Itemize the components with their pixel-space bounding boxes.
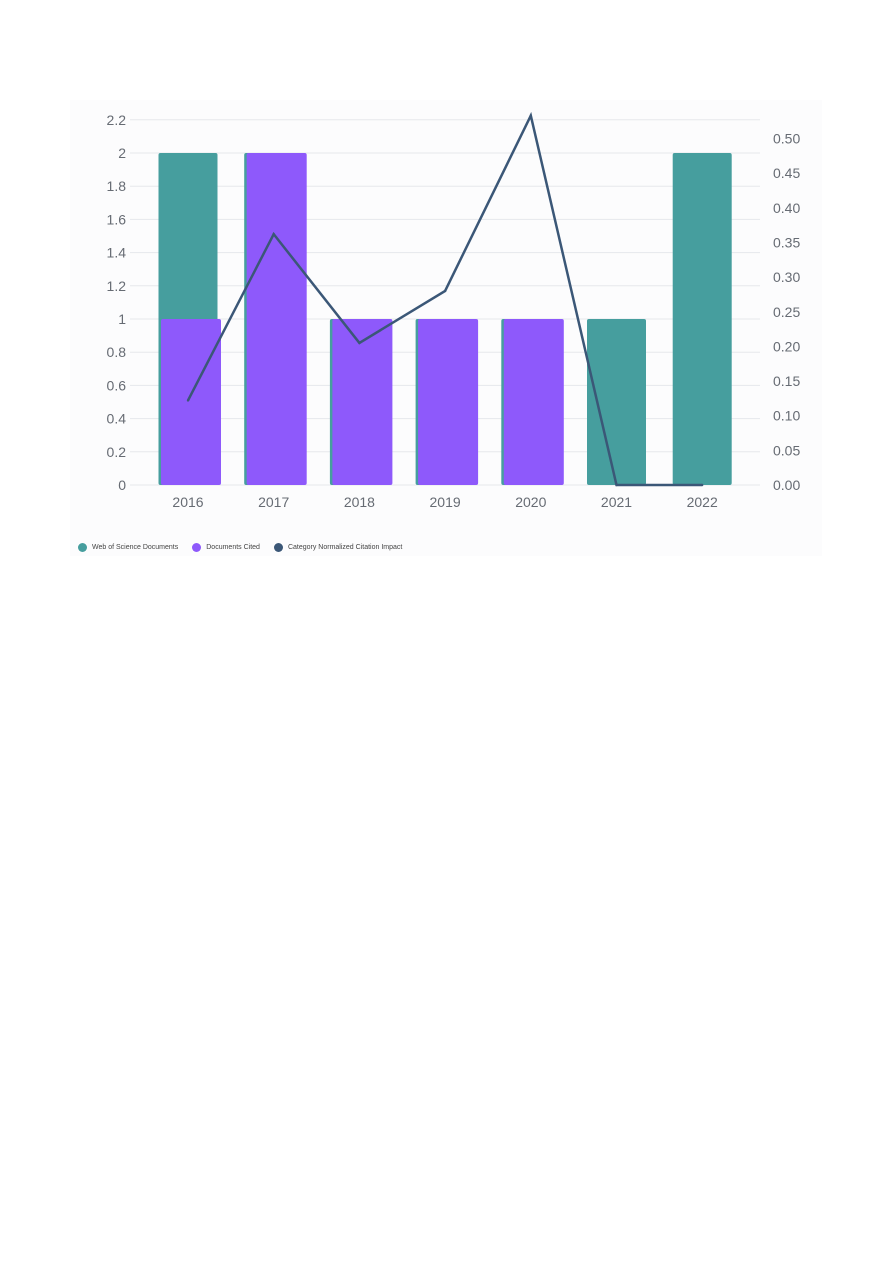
left-tick-label-4: 0.8: [107, 344, 127, 360]
x-tick-label-2021: 2021: [601, 494, 632, 510]
point-cnci-2017: [272, 232, 275, 236]
x-tick-label-2018: 2018: [344, 494, 375, 510]
left-tick-label-6: 1.2: [107, 278, 127, 294]
bar-documents-cited-2019: [418, 319, 479, 485]
right-tick-label-10: 0.50: [773, 131, 800, 147]
right-tick-label-6: 0.30: [773, 269, 800, 285]
bar-wos-documents-2022: [672, 153, 732, 485]
right-tick-label-7: 0.35: [773, 234, 800, 250]
bar-documents-cited-2017: [246, 153, 307, 485]
point-cnci-2020: [529, 114, 532, 117]
left-tick-label-7: 1.4: [107, 245, 127, 261]
x-tick-label-2017: 2017: [258, 494, 289, 510]
left-tick-label-9: 1.8: [107, 178, 127, 194]
cnci-line: [186, 111, 704, 487]
x-axis: 2016 2017 2018 2019 2020 2021 2022: [172, 494, 718, 510]
bar-wos-documents-2021: [587, 319, 646, 485]
left-tick-label-5: 1: [118, 311, 126, 327]
left-tick-label-0: 0: [118, 477, 126, 493]
combo-chart: 00.20.40.60.811.21.41.61.822.2 0.000.050…: [107, 111, 801, 510]
left-y-axis: 0 0.2 0.4 0.6 0.8 1 1.2 1.4 1.6 1.8 2 2.2: [107, 112, 127, 493]
legend-label-cnci: Category Normalized Citation Impact: [287, 544, 403, 551]
legend-item-wos-documents[interactable]: Web of Science Documents: [78, 543, 178, 552]
legend-label-wos-documents: Web of Science Documents: [92, 544, 179, 551]
chart-panel: 0 0.2 0.4 0.6 0.8 1 1.2 1.4 1.6 1.8 2 2.2 0.00 0.05 0…: [70, 100, 822, 556]
x-tick-label-2019: 2019: [430, 494, 461, 510]
right-tick-label-5: 0.25: [773, 304, 800, 320]
right-tick-label-4: 0.20: [773, 338, 800, 354]
right-tick-label-9: 0.45: [773, 165, 800, 181]
right-tick-label-3: 0.15: [773, 373, 800, 389]
left-tick-label-3: 0.6: [107, 377, 127, 393]
left-tick-label-2: 0.4: [107, 411, 127, 427]
left-tick-label-8: 1.6: [107, 211, 127, 227]
left-tick-label-11: 2.2: [107, 112, 127, 128]
legend-marker-documents-cited: [192, 543, 202, 552]
bar-documents-cited-2020: [503, 319, 564, 485]
bar-documents-cited-2018: [332, 319, 393, 485]
legend-marker-cnci: [273, 543, 283, 552]
chart-legend: Web of Science Documents Documents Cited…: [78, 543, 416, 552]
point-cnci-2021: [615, 483, 618, 487]
right-tick-label-8: 0.40: [773, 200, 800, 216]
point-cnci-2018: [358, 341, 361, 345]
left-tick-label-1: 0.2: [107, 444, 127, 460]
bars: [158, 153, 732, 485]
bar-documents-cited-2016: [161, 319, 221, 485]
right-y-axis: 0.00 0.05 0.10 0.15 0.20 0.25 0.30 0.35 0.40 0.45…: [773, 131, 800, 494]
x-tick-label-2016: 2016: [172, 494, 203, 510]
left-tick-label-10: 2: [118, 145, 126, 161]
point-cnci-2022: [701, 483, 704, 487]
x-tick-label-2020: 2020: [515, 494, 546, 510]
right-tick-label-0: 0.00: [773, 477, 800, 493]
right-tick-label-1: 0.05: [773, 442, 800, 458]
right-tick-label-2: 0.10: [773, 408, 800, 424]
point-cnci-2016: [186, 399, 190, 402]
legend-label-documents-cited: Documents Cited: [206, 544, 260, 551]
legend-marker-wos-documents: [78, 543, 87, 552]
point-cnci-2019: [443, 289, 447, 293]
x-tick-label-2022: 2022: [687, 494, 718, 510]
legend-item-documents-cited[interactable]: Documents Cited: [192, 543, 260, 552]
legend-item-cnci[interactable]: Category Normalized Citation Impact: [273, 543, 403, 552]
